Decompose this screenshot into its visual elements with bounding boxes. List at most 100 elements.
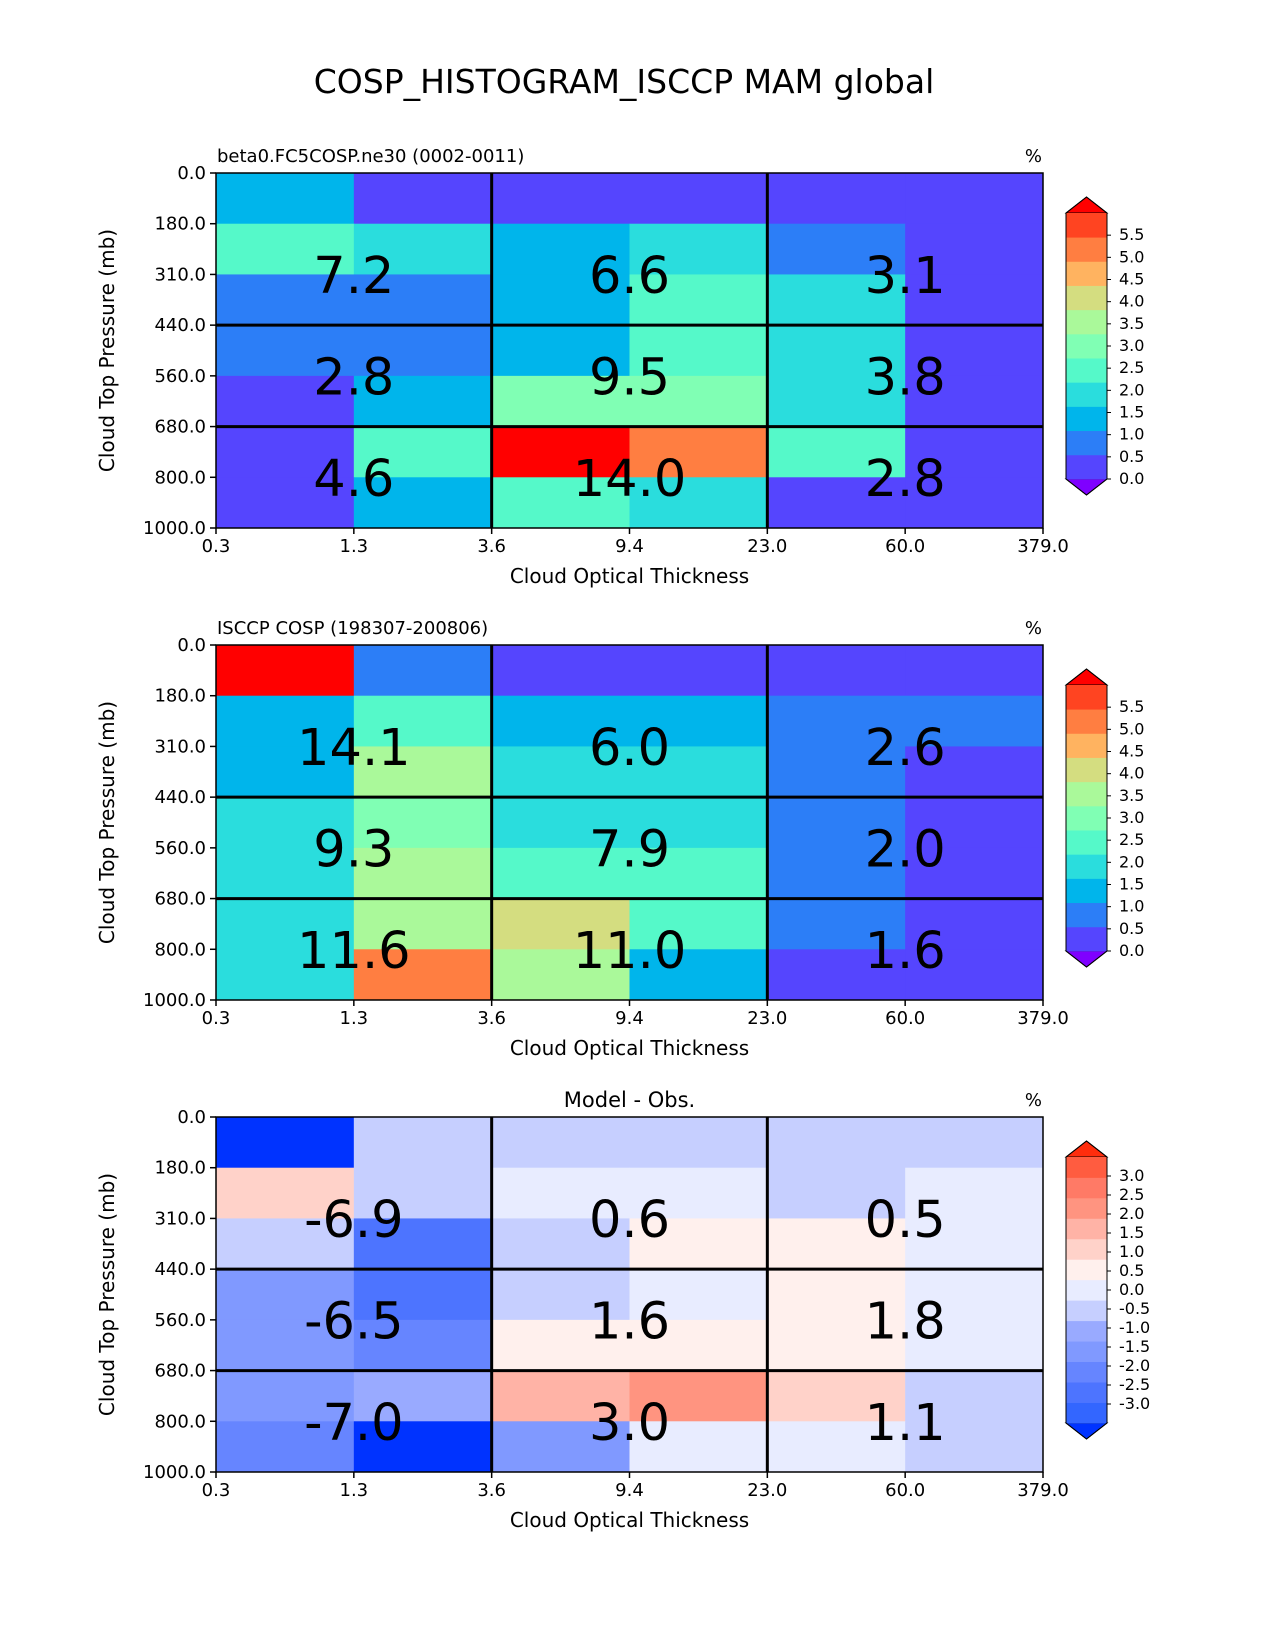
heatmap-cell: [629, 746, 768, 798]
colorbar-segment: [1066, 1279, 1107, 1301]
y-tick-label: 440.0: [154, 1259, 206, 1280]
colorbar-segment: [1066, 406, 1107, 432]
heatmap-cell: [767, 1218, 906, 1270]
colorbar-segment: [1066, 1238, 1107, 1260]
colorbar-tick-label: -2.5: [1119, 1375, 1150, 1394]
heatmap-cell: [629, 1117, 768, 1169]
block-label: 2.8: [313, 348, 394, 407]
heatmap-cell: [629, 1269, 768, 1321]
heatmap-cell: [216, 173, 355, 225]
heatmap-cell: [767, 898, 906, 950]
heatmap-cell: [905, 1269, 1044, 1321]
colorbar-tick-label: -3.0: [1119, 1394, 1150, 1413]
heatmap-cell: [216, 847, 355, 900]
colorbar-tick-label: 0.5: [1119, 919, 1144, 938]
heatmap-cell: [905, 847, 1044, 900]
heatmap-cell: [216, 223, 355, 275]
heatmap-cell: [491, 1167, 630, 1219]
y-tick-label: 1000.0: [143, 990, 206, 1011]
heatmap-cell: [629, 274, 768, 326]
heatmap-cell: [491, 1269, 630, 1321]
block-label: 2.0: [865, 820, 946, 879]
heatmap-cell: [905, 1421, 1044, 1473]
heatmap-cell: [216, 949, 355, 1001]
colorbar-extend-max: [1064, 668, 1109, 686]
heatmap-cell: [491, 274, 630, 326]
heatmap-cell: [905, 173, 1044, 225]
block-label: 3.8: [865, 348, 946, 407]
panel-title: Model - Obs.: [564, 1088, 695, 1112]
colorbar-segment: [1066, 830, 1107, 855]
colorbar-segment: [1066, 854, 1107, 879]
colorbar-tick-label: 0.5: [1119, 1261, 1144, 1280]
x-axis-label: Cloud Optical Thickness: [510, 1508, 749, 1532]
colorbar-tick-label: -1.5: [1119, 1337, 1150, 1356]
y-tick-label: 180.0: [154, 214, 206, 235]
colorbar-segment: [1066, 1320, 1107, 1342]
x-tick-label: 379.0: [1017, 536, 1069, 557]
heatmap-cell: [216, 1370, 355, 1422]
y-tick-label: 440.0: [154, 315, 206, 336]
heatmap-cell: [353, 847, 493, 900]
heatmap-cell: [216, 477, 355, 529]
y-tick-label: 800.0: [154, 467, 206, 488]
colorbar-tick-label: 0.0: [1119, 469, 1144, 488]
heatmap-cell: [767, 949, 906, 1001]
block-label: 1.1: [865, 1394, 946, 1453]
heatmap-cell: [767, 797, 906, 849]
x-tick-label: 23.0: [747, 536, 787, 557]
heatmap-panel-3: -6.9 0.6 0.5 -6.5 1.6 1.8 -7.0 3.0 1.1 0.3 1.3 3.6 9…: [95, 1088, 1150, 1532]
colorbar-tick-label: 2.5: [1119, 830, 1144, 849]
colorbar-extend-min: [1064, 478, 1109, 496]
heatmap-cell: [629, 847, 768, 900]
heatmap-cell: [353, 1269, 493, 1321]
heatmap-cell: [491, 1421, 630, 1473]
heatmap-cell: [767, 1370, 906, 1422]
colorbar-segment: [1066, 1382, 1107, 1403]
heatmap-cell: [491, 949, 630, 1001]
colorbar-segment: [1066, 733, 1107, 758]
colorbar-tick-label: 2.5: [1119, 1185, 1144, 1204]
y-axis-label: Cloud Top Pressure (mb): [95, 1173, 119, 1416]
heatmap-cell: [216, 426, 355, 478]
colorbar-tick-label: 4.0: [1119, 292, 1144, 311]
heatmap-cell: [491, 645, 630, 697]
heatmap-cell: [353, 1218, 493, 1270]
colorbar-tick-label: 5.5: [1119, 697, 1144, 716]
colorbar-segment: [1066, 781, 1107, 807]
y-tick-label: 1000.0: [143, 1462, 206, 1483]
y-tick-label: 560.0: [154, 366, 206, 387]
x-tick-label: 379.0: [1017, 1008, 1069, 1029]
heatmap-cell: [767, 375, 906, 428]
colorbar-tick-label: 5.0: [1119, 247, 1144, 266]
heatmap-cell: [905, 949, 1044, 1001]
colorbar-extend-min: [1064, 950, 1109, 968]
heatmap-cell: [353, 375, 493, 428]
x-tick-label: 3.6: [477, 1008, 506, 1029]
heatmap-panel-2: 14.1 6.0 2.6 9.3 7.9 2.0 11.6 11.0 1.6 0.3 1.3 3.6 9…: [95, 618, 1144, 1060]
heatmap-cell: [767, 274, 906, 326]
block-label: 3.0: [589, 1394, 670, 1453]
heatmap-cell: [353, 1319, 493, 1372]
colorbar-tick-label: 4.5: [1119, 270, 1144, 289]
colorbar-segment: [1066, 309, 1107, 335]
x-tick-label: 3.6: [477, 1480, 506, 1501]
x-tick-label: 23.0: [747, 1480, 787, 1501]
colorbar-tick-label: 4.5: [1119, 742, 1144, 761]
x-tick-label: 9.4: [615, 536, 644, 557]
heatmap-cell: [767, 1421, 906, 1473]
colorbar-tick-label: 1.0: [1119, 1242, 1144, 1261]
colorbar-segment: [1066, 1197, 1107, 1219]
heatmap-cell: [491, 847, 630, 900]
y-tick-label: 0.0: [177, 1107, 206, 1128]
colorbar-segment: [1066, 1218, 1107, 1240]
heatmap-cell: [353, 325, 493, 377]
heatmap-cell: [353, 746, 493, 798]
x-tick-label: 9.4: [615, 1008, 644, 1029]
block-label: 3.1: [865, 247, 946, 306]
colorbar-segment: [1066, 358, 1107, 383]
heatmap-cell: [767, 223, 906, 275]
heatmap-cell: [629, 645, 768, 697]
block-label: 11.6: [297, 922, 411, 981]
